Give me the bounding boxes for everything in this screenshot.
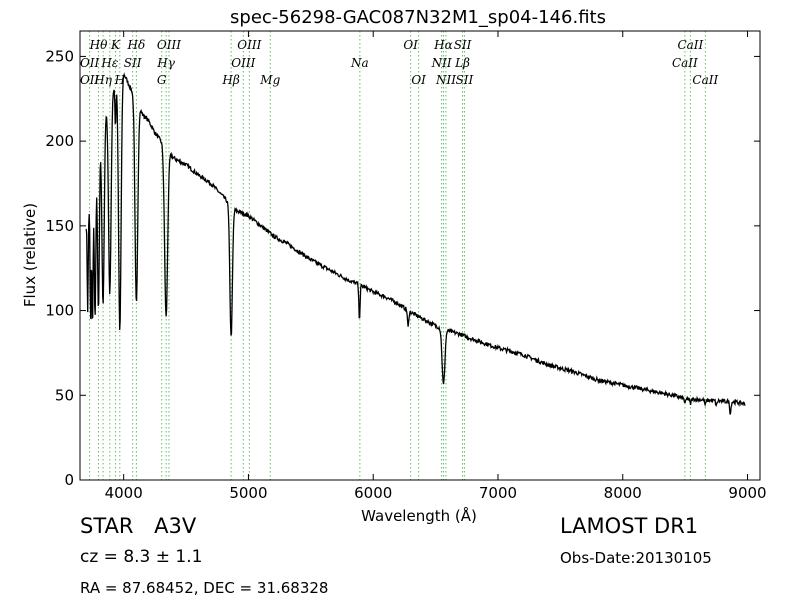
- line-marker-labels: OIIOIIHθHηHεKHSIIHδGHγOIIIHβOIIIOIIIMgNa…: [80, 38, 719, 87]
- chart-title: spec-56298-GAC087N32M1_sp04-146.fits: [230, 7, 606, 28]
- x-tick-label: 7000: [479, 484, 517, 502]
- coordinates: RA = 87.68452, DEC = 31.68328: [80, 579, 329, 597]
- survey-name: LAMOST DR1: [560, 514, 699, 538]
- line-marker-label: K: [110, 38, 121, 52]
- y-tick-label: 250: [45, 47, 74, 65]
- line-marker-label: Hθ: [89, 38, 108, 52]
- line-marker-label: OIII: [157, 38, 181, 52]
- x-tick-label: 5000: [229, 484, 267, 502]
- object-class: STAR: [80, 514, 134, 538]
- line-marker-label: NII: [431, 56, 452, 70]
- y-tick-label: 100: [45, 302, 74, 320]
- line-marker-label: NII: [435, 73, 456, 87]
- x-axis-label: Wavelength (Å): [361, 506, 477, 525]
- line-marker-label: Lβ: [454, 56, 470, 70]
- y-tick-label: 150: [45, 217, 74, 235]
- plot-frame: [79, 30, 761, 481]
- line-marker-label: Hη: [93, 73, 112, 87]
- y-tick-label: 0: [64, 471, 74, 489]
- line-marker-label: Hα: [433, 38, 453, 52]
- line-marker-label: Hε: [100, 56, 118, 70]
- line-marker-label: SII: [124, 56, 142, 70]
- line-marker-label: OII: [80, 73, 100, 87]
- line-marker-label: SII: [456, 73, 474, 87]
- line-marker-label: G: [157, 73, 167, 87]
- line-marker-label: Hβ: [221, 73, 239, 87]
- line-marker-label: OII: [80, 56, 100, 70]
- object-classification: STAR A3V: [80, 514, 196, 538]
- line-marker-label: Hδ: [127, 38, 146, 52]
- y-axis-label: Flux (relative): [21, 203, 39, 307]
- line-marker-label: OI: [411, 73, 426, 87]
- line-marker-label: CaII: [672, 56, 698, 70]
- line-marker-label: Mg: [259, 73, 280, 87]
- x-tick-label: 6000: [354, 484, 392, 502]
- redshift-value: cz = 8.3 ± 1.1: [80, 547, 203, 567]
- line-markers: [89, 31, 706, 480]
- y-tick-label: 50: [55, 386, 74, 404]
- line-marker-label: OIII: [237, 38, 261, 52]
- line-marker-label: CaII: [677, 38, 703, 52]
- y-tick-label: 200: [45, 132, 74, 150]
- x-tick-label: 4000: [105, 484, 143, 502]
- line-marker-label: Hγ: [156, 56, 175, 70]
- line-marker-label: CaII: [692, 73, 718, 87]
- object-subclass: A3V: [154, 514, 197, 538]
- line-marker-label: OI: [403, 38, 418, 52]
- x-tick-label: 9000: [728, 484, 766, 502]
- line-marker-label: SII: [454, 38, 472, 52]
- x-axis-ticks: 4000 5000 6000 7000 8000 9000: [105, 31, 767, 502]
- observation-date: Obs-Date:20130105: [560, 549, 712, 567]
- line-marker-label: OIII: [231, 56, 255, 70]
- spectrum-line: [85, 72, 746, 415]
- y-axis-ticks: 0 50 100 150 200 250: [45, 47, 760, 489]
- x-tick-label: 8000: [604, 484, 642, 502]
- line-marker-label: Na: [350, 56, 369, 70]
